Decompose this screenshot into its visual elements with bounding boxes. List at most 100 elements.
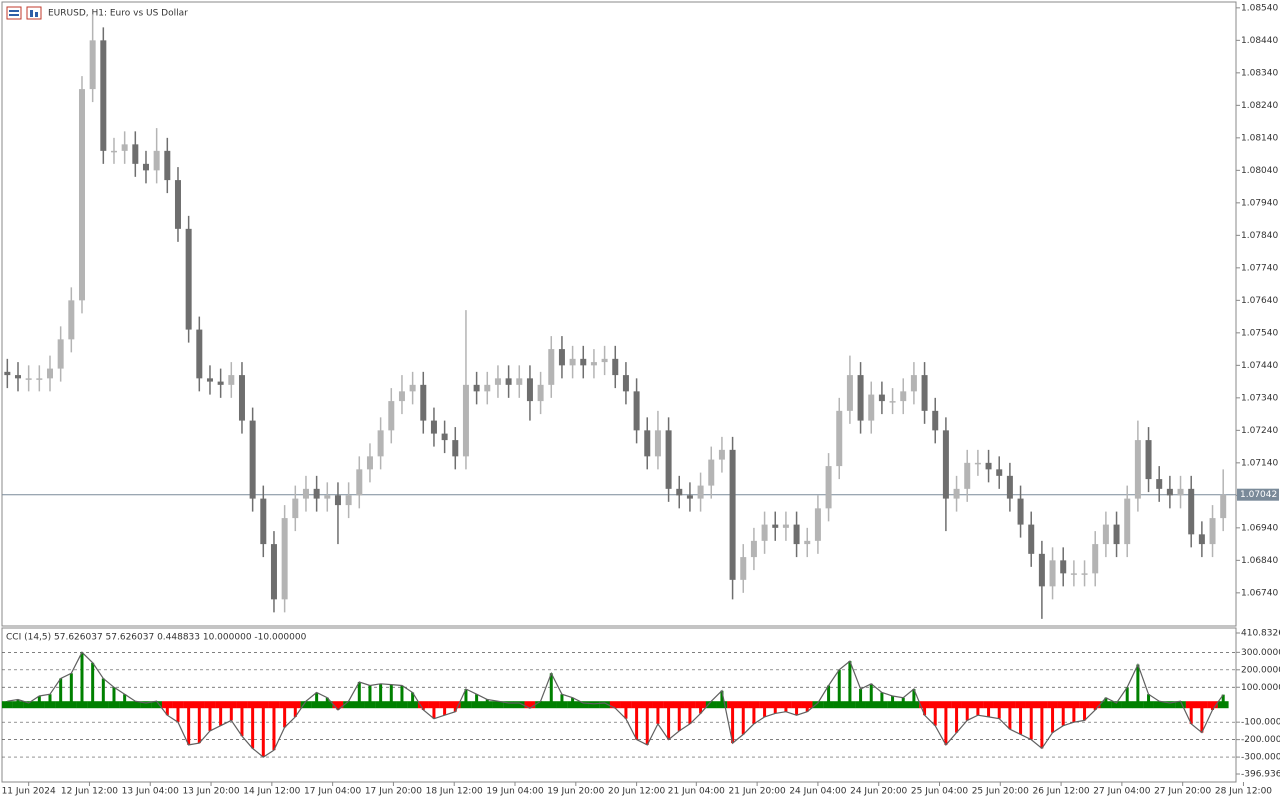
cci-signal-band xyxy=(855,701,866,709)
candle-body xyxy=(78,89,85,301)
candle-body xyxy=(761,524,768,541)
cci-signal-band xyxy=(545,701,557,709)
candle-body xyxy=(1102,524,1109,545)
x-tick-label: 18 Jun 12:00 xyxy=(426,787,483,797)
candle-body xyxy=(1156,479,1163,489)
y-tick-label: 1.06940 xyxy=(1241,523,1278,533)
candle-body xyxy=(676,488,683,496)
candle-body xyxy=(196,329,203,379)
icon xyxy=(35,12,38,17)
y-tick-label: 1.08040 xyxy=(1241,166,1278,176)
candle-body xyxy=(750,540,757,558)
cci-signal-band xyxy=(1121,701,1133,709)
cci-signal-band xyxy=(481,701,493,709)
cci-signal-band xyxy=(1185,701,1197,709)
cci-signal-band xyxy=(33,701,45,709)
candle-body xyxy=(1188,488,1195,535)
cci-signal-band xyxy=(577,701,589,709)
cci-signal-band xyxy=(908,701,920,709)
x-tick-label: 21 Jun 04:00 xyxy=(668,787,725,797)
cci-signal-band xyxy=(1025,701,1037,709)
cci-bar xyxy=(187,704,191,745)
candle-body xyxy=(281,518,288,600)
candle-body xyxy=(217,381,224,385)
cci-bar xyxy=(848,661,852,705)
cci-signal-band xyxy=(524,701,536,709)
cci-bar xyxy=(677,704,681,731)
y-tick-label: 1.07340 xyxy=(1241,393,1278,403)
candle-body xyxy=(292,498,299,519)
candle-body xyxy=(622,375,629,392)
cci-bar xyxy=(688,704,692,724)
cci-bar xyxy=(101,678,105,705)
cci-signal-band xyxy=(1057,701,1069,709)
cci-signal-band xyxy=(823,701,834,709)
cci-signal-band xyxy=(172,701,184,709)
candle-body xyxy=(878,394,885,402)
candle-body xyxy=(228,375,235,385)
cci-bar xyxy=(763,704,767,717)
cci-bar xyxy=(368,685,372,705)
candle-body xyxy=(452,440,459,457)
cci-bar xyxy=(208,704,212,731)
candle-body xyxy=(729,449,736,580)
y-tick-label: 1.08440 xyxy=(1241,36,1278,46)
cci-signal-band xyxy=(919,701,930,709)
candle-body xyxy=(420,384,427,421)
cci-signal-band xyxy=(257,701,269,709)
chart-title: EURUSD, H1: Euro vs US Dollar xyxy=(48,9,188,19)
candle-body xyxy=(260,498,267,545)
cci-bar xyxy=(560,694,564,705)
candle-body xyxy=(772,524,779,528)
cci-line xyxy=(7,651,1224,758)
candle-body xyxy=(601,358,608,363)
x-tick-label: 14 Jun 12:00 xyxy=(243,787,300,797)
y-tick-label: 1.08540 xyxy=(1241,3,1278,13)
cci-signal-band xyxy=(193,701,205,709)
candle-body xyxy=(398,391,405,402)
cci-signal-band xyxy=(780,701,792,709)
x-tick-label: 25 Jun 20:00 xyxy=(972,787,1029,797)
cci-signal-band xyxy=(300,701,312,709)
candle-body xyxy=(164,150,171,181)
candle-body xyxy=(1017,498,1024,525)
cci-bar xyxy=(176,704,180,723)
y-tick-label: -300.0000 xyxy=(1241,753,1280,763)
candle-body xyxy=(46,368,53,379)
candle-body xyxy=(665,430,672,489)
candle-body xyxy=(1006,475,1013,499)
cci-bar xyxy=(837,669,841,705)
y-tick-label: 1.07140 xyxy=(1241,458,1278,468)
x-tick-label: 24 Jun 20:00 xyxy=(850,787,907,797)
candle-body xyxy=(793,524,800,545)
cci-signal-band xyxy=(535,701,547,709)
candle-body xyxy=(1209,518,1216,545)
cci-signal-band xyxy=(983,701,994,709)
cci-bar xyxy=(752,704,756,724)
cci-signal-band xyxy=(385,701,397,709)
cci-bar xyxy=(123,694,127,705)
cci-signal-band xyxy=(215,701,227,709)
candle-body xyxy=(868,394,875,421)
cci-bar xyxy=(720,690,724,705)
cci-signal-band xyxy=(844,701,856,709)
candle-body xyxy=(964,462,971,489)
cci-signal-band xyxy=(759,701,770,709)
cci-signal-band xyxy=(1207,701,1218,709)
candle-body xyxy=(1145,440,1152,480)
cci-signal-band xyxy=(492,701,504,709)
x-tick-label: 20 Jun 12:00 xyxy=(608,787,665,797)
cci-bar xyxy=(165,704,169,716)
price-pane xyxy=(1,1,1237,627)
cci-bar xyxy=(315,692,319,705)
cci-signal-band xyxy=(471,701,483,709)
candle-body xyxy=(1124,498,1131,545)
candle-body xyxy=(740,557,747,580)
y-tick-label: 200.0000 xyxy=(1241,665,1280,675)
cci-signal-band xyxy=(460,701,472,709)
cci-bar xyxy=(795,704,799,716)
cci-bar xyxy=(1008,704,1012,730)
cci-signal-band xyxy=(161,701,173,709)
cci-bar xyxy=(475,694,479,705)
cci-bar xyxy=(869,683,873,705)
